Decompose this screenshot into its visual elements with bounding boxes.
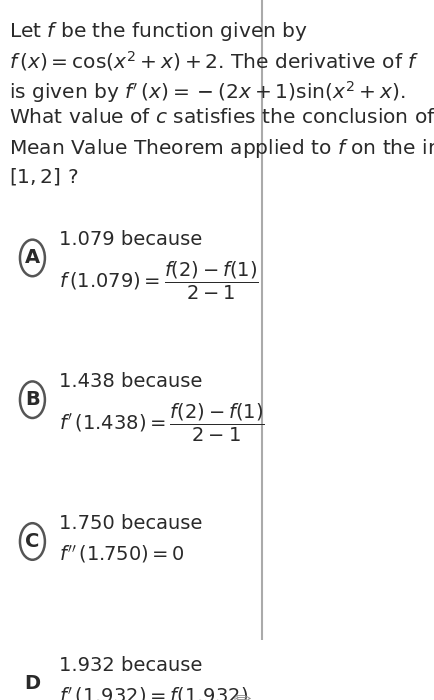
Text: $f^{\prime\prime}\,(1.750) = 0$: $f^{\prime\prime}\,(1.750) = 0$ [59, 543, 185, 566]
Text: 1.079 because: 1.079 because [59, 230, 202, 249]
Text: is given by $f^{\prime}\,(x) = -(2x + 1)\sin(x^2 + x)$.: is given by $f^{\prime}\,(x) = -(2x + 1)… [10, 78, 404, 104]
Text: D: D [24, 674, 40, 693]
Text: A: A [25, 248, 40, 267]
Text: What value of $c$ satisfies the conclusion of the: What value of $c$ satisfies the conclusi… [10, 108, 434, 127]
Text: $[1, 2]$ ?: $[1, 2]$ ? [10, 167, 79, 188]
Text: $f\,(x) = \cos(x^2 + x) + 2$. The derivative of $f$: $f\,(x) = \cos(x^2 + x) + 2$. The deriva… [10, 50, 418, 74]
Circle shape [228, 679, 255, 700]
Text: $f^{\prime}\,(1.438) = \dfrac{f(2)-f(1)}{2-1}$: $f^{\prime}\,(1.438) = \dfrac{f(2)-f(1)}… [59, 402, 264, 444]
Text: $f\,(1.079) = \dfrac{f(2)-f(1)}{2-1}$: $f\,(1.079) = \dfrac{f(2)-f(1)}{2-1}$ [59, 260, 259, 302]
Text: 1.438 because: 1.438 because [59, 372, 202, 391]
Text: C: C [25, 532, 39, 551]
Text: 1.932 because: 1.932 because [59, 656, 202, 675]
Text: B: B [25, 390, 40, 410]
Text: ✏: ✏ [233, 689, 250, 700]
Text: Let $f$ be the function given by: Let $f$ be the function given by [10, 20, 308, 43]
Text: $f^{\prime}\,(1.932) = f(1.932)$: $f^{\prime}\,(1.932) = f(1.932)$ [59, 685, 248, 700]
Text: 1.750 because: 1.750 because [59, 514, 202, 533]
Text: Mean Value Theorem applied to $f$ on the interval: Mean Value Theorem applied to $f$ on the… [10, 137, 434, 160]
